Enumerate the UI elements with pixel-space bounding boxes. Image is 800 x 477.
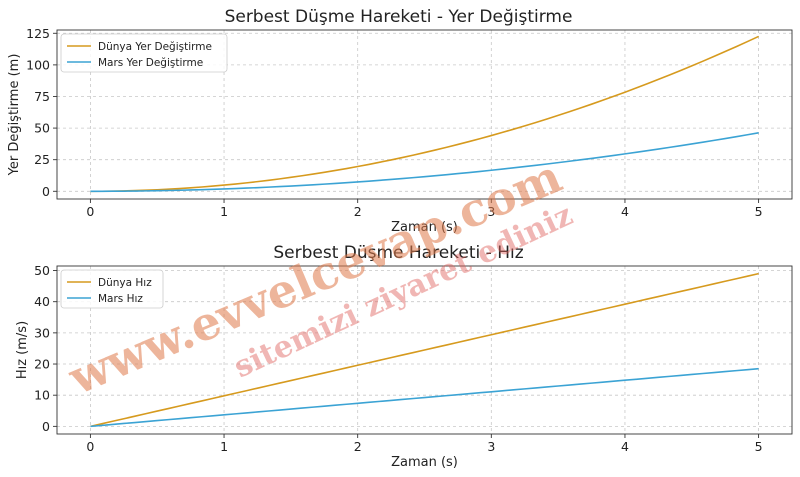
legend-box <box>60 33 228 73</box>
y-axis-label: Hız (m/s) <box>15 321 30 379</box>
chart-title: Serbest Düşme Hareketi - Yer Değiştirme <box>225 7 573 27</box>
legend-label: Dünya Yer Değiştirme <box>98 41 212 53</box>
legend-label: Mars Yer Değiştirme <box>98 57 203 69</box>
x-tick-label: 2 <box>354 204 362 219</box>
y-axis-label: Yer Değiştirme (m) <box>7 54 22 177</box>
x-axis-label: Zaman (s) <box>391 220 458 235</box>
x-tick-label: 3 <box>487 204 495 219</box>
chart-title: Serbest Düşme Hareketi - Hız <box>273 243 523 263</box>
x-tick-label: 4 <box>621 439 629 454</box>
y-tick-label: 25 <box>34 152 50 167</box>
x-tick-label: 2 <box>354 439 362 454</box>
y-tick-label: 50 <box>34 263 50 278</box>
x-tick-label: 3 <box>487 439 495 454</box>
x-tick-label: 0 <box>86 439 94 454</box>
y-tick-label: 75 <box>34 89 50 104</box>
y-tick-label: 100 <box>26 57 50 72</box>
y-tick-label: 10 <box>34 388 50 403</box>
y-tick-label: 0 <box>42 184 50 199</box>
x-tick-label: 5 <box>755 439 763 454</box>
x-tick-label: 1 <box>220 204 228 219</box>
series-line-earth <box>90 35 759 193</box>
x-tick-label: 0 <box>86 204 94 219</box>
x-tick-label: 1 <box>220 439 228 454</box>
y-tick-label: 40 <box>34 294 50 309</box>
y-tick-label: 20 <box>34 357 50 372</box>
x-axis-label: Zaman (s) <box>391 455 458 470</box>
y-tick-label: 50 <box>34 121 50 136</box>
legend-label: Dünya Hız <box>98 277 152 289</box>
series-line-mars <box>90 132 759 193</box>
y-tick-label: 0 <box>42 419 50 434</box>
series-line-mars <box>90 367 759 428</box>
plot-area <box>56 29 793 200</box>
y-tick-label: 125 <box>26 26 50 41</box>
y-tick-label: 30 <box>34 325 50 340</box>
plot-area <box>56 265 793 435</box>
legend-label: Mars Hız <box>98 293 143 305</box>
series-line-earth <box>90 272 759 428</box>
x-tick-label: 4 <box>621 204 629 219</box>
x-tick-label: 5 <box>755 204 763 219</box>
